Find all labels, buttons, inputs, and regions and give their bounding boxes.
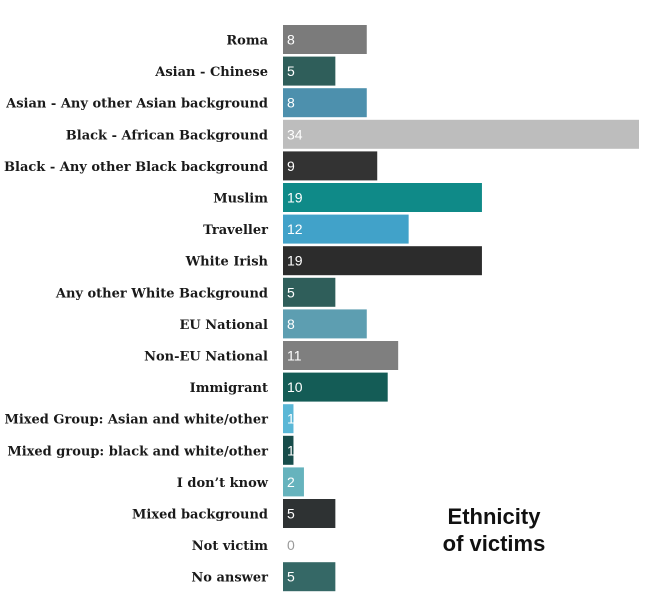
category-label-16: Not victim — [192, 539, 268, 554]
value-label-5: 19 — [287, 190, 303, 206]
category-label-5: Muslim — [213, 192, 268, 207]
value-label-17: 5 — [287, 569, 295, 585]
category-label-14: I don’t know — [177, 476, 269, 491]
bar-1 — [283, 56, 336, 86]
value-label-7: 19 — [287, 253, 303, 269]
chart-title-line-2: of victims — [443, 531, 546, 556]
bars-group — [283, 25, 639, 592]
bar-0 — [283, 25, 367, 54]
category-label-7: White Irish — [185, 255, 269, 270]
bar-14 — [283, 467, 304, 497]
bar-9 — [283, 309, 367, 339]
value-label-16: 0 — [287, 537, 295, 553]
value-label-8: 5 — [287, 284, 295, 300]
value-label-9: 8 — [287, 316, 295, 332]
value-label-13: 1 — [287, 442, 295, 458]
bar-17 — [283, 562, 336, 592]
value-label-15: 5 — [287, 506, 295, 522]
bar-6 — [283, 214, 409, 244]
bar-2 — [283, 88, 367, 118]
category-label-12: Mixed Group: Asian and white/other — [4, 413, 268, 428]
category-label-8: Any other White Background — [55, 286, 268, 301]
bar-4 — [283, 151, 378, 181]
category-label-1: Asian - Chinese — [154, 65, 268, 80]
category-label-3: Black - African Background — [66, 128, 268, 143]
value-label-1: 5 — [287, 63, 295, 79]
value-label-4: 9 — [287, 158, 295, 174]
bar-3 — [283, 119, 639, 149]
category-label-9: EU National — [179, 318, 268, 333]
value-label-6: 12 — [287, 221, 303, 237]
category-label-4: Black - Any other Black background — [4, 160, 268, 175]
value-label-0: 8 — [287, 32, 295, 48]
bar-11 — [283, 372, 388, 402]
bar-7 — [283, 246, 482, 276]
category-label-11: Immigrant — [190, 381, 268, 396]
category-label-15: Mixed background — [132, 508, 268, 523]
bar-10 — [283, 341, 399, 370]
bar-12 — [283, 404, 294, 434]
category-label-17: No answer — [191, 571, 268, 586]
bar-8 — [283, 277, 336, 307]
category-label-0: Roma — [226, 34, 268, 49]
bar-13 — [283, 435, 294, 465]
bar-5 — [283, 183, 482, 212]
category-label-10: Non-EU National — [144, 350, 268, 365]
value-label-3: 34 — [287, 126, 303, 142]
value-label-2: 8 — [287, 95, 295, 111]
chart-title-line-1: Ethnicity — [448, 504, 542, 529]
category-labels-group: Roma Asian - Chinese Asian - Any other Asi… — [4, 34, 269, 586]
value-label-10: 11 — [287, 348, 302, 364]
category-label-13: Mixed group: black and white/other — [7, 444, 268, 459]
value-label-11: 10 — [287, 379, 303, 395]
bar-15 — [283, 499, 336, 528]
category-label-2: Asian - Any other Asian background — [5, 97, 268, 112]
category-label-6: Traveller — [203, 223, 268, 238]
value-label-12: 1 — [287, 411, 295, 427]
value-label-14: 2 — [287, 474, 295, 490]
